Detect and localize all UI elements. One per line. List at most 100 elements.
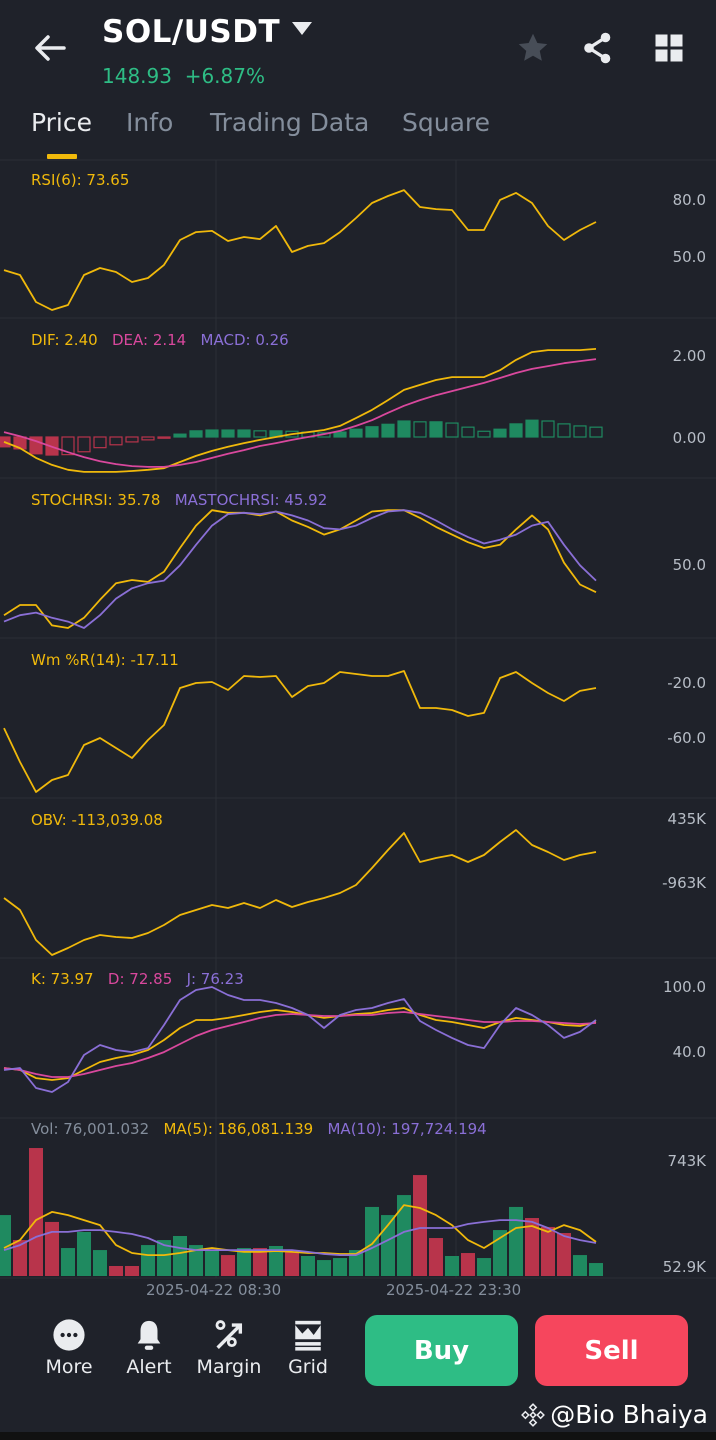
macd-histogram-bar: [589, 426, 603, 438]
volume-bar: [461, 1253, 475, 1276]
ma5-value: MA(5): 186,081.139: [163, 1120, 314, 1138]
d-line: [3, 1011, 597, 1078]
buy-button[interactable]: Buy: [365, 1315, 518, 1386]
volume-bar: [285, 1251, 299, 1276]
back-button[interactable]: [30, 28, 70, 68]
macd-histogram-bar: [141, 436, 155, 441]
volume-bar: [93, 1250, 107, 1276]
volume-bar: [573, 1255, 587, 1276]
alert-button[interactable]: Alert: [114, 1318, 184, 1378]
margin-button[interactable]: Margin: [194, 1318, 264, 1378]
ma-5-line: [3, 1204, 597, 1256]
volume-bar: [141, 1245, 155, 1276]
y-tick: 435K: [667, 810, 706, 828]
macd-histogram-bar: [189, 430, 203, 438]
system-nav-bar: [0, 1432, 716, 1440]
y-tick: 80.0: [672, 191, 706, 209]
pair-title[interactable]: SOL/USDT: [102, 14, 281, 50]
y-tick: 0.00: [672, 429, 706, 447]
macd-value: MACD: 0.26: [200, 331, 289, 349]
pair-dropdown-caret-icon[interactable]: [292, 22, 312, 35]
tab-info[interactable]: Info: [126, 108, 174, 137]
macd-histogram-bar: [509, 423, 523, 438]
volume-bar: [269, 1246, 283, 1276]
share-button[interactable]: [580, 30, 616, 66]
stochrsi-legend: STOCHRSI: 35.78 MASTOCHRSI: 45.92: [31, 491, 327, 509]
mastochrsi-line: [3, 509, 597, 629]
volume-bar: [589, 1263, 603, 1276]
volume-bar: [429, 1238, 443, 1276]
macd-histogram-bar: [221, 429, 235, 438]
volume-bar: [317, 1260, 331, 1276]
more-label: More: [45, 1356, 93, 1378]
dea-line: [3, 358, 597, 468]
dif-line: [3, 348, 597, 473]
percent-icon: [215, 1320, 243, 1349]
tab-square[interactable]: Square: [402, 108, 491, 137]
grid-icon: [655, 34, 683, 62]
dea-value: DEA: 2.14: [111, 331, 187, 349]
macd-histogram-bar: [445, 422, 459, 438]
vol-value: Vol: 76,001.032: [31, 1120, 150, 1138]
j-line: [3, 986, 597, 1093]
macd-histogram-bar: [477, 430, 491, 438]
favorite-button[interactable]: [515, 30, 551, 66]
volume-bar: [77, 1231, 91, 1276]
macd-histogram-bar: [29, 436, 43, 455]
volume-bar: [397, 1195, 411, 1276]
more-button[interactable]: More: [34, 1318, 104, 1378]
volume-bar: [157, 1240, 171, 1276]
y-tick: 743K: [667, 1152, 706, 1170]
y-tick: 2.00: [672, 347, 706, 365]
vol-legend: Vol: 76,001.032 MA(5): 186,081.139 MA(10…: [31, 1120, 487, 1138]
volume-bar: [109, 1266, 123, 1276]
macd-histogram-bar: [525, 419, 539, 438]
alert-label: Alert: [126, 1356, 172, 1378]
y-tick: 100.0: [663, 978, 706, 996]
grid-button[interactable]: Grid: [273, 1318, 343, 1378]
macd-histogram-bar: [173, 433, 187, 438]
indicator-charts[interactable]: [0, 0, 716, 1300]
ma10-value: MA(10): 197,724.194: [327, 1120, 487, 1138]
layout-button[interactable]: [651, 30, 687, 66]
macd-histogram-bar: [61, 436, 75, 456]
macd-histogram-bar: [93, 436, 107, 449]
rsi-value: RSI(6): 73.65: [31, 171, 130, 189]
grid-bot-icon: [295, 1320, 321, 1351]
volume-bar: [189, 1245, 203, 1276]
k-line: [3, 1007, 597, 1081]
kdj-legend: K: 73.97 D: 72.85 J: 76.23: [31, 970, 244, 988]
j-value: J: 76.23: [186, 970, 244, 988]
stochrsi-value: STOCHRSI: 35.78: [31, 491, 161, 509]
macd-histogram-bar: [237, 429, 251, 438]
macd-histogram-bar: [365, 426, 379, 438]
volume-bar: [173, 1236, 187, 1276]
dif-value: DIF: 2.40: [31, 331, 98, 349]
price-info: 148.93 +6.87%: [102, 64, 265, 88]
macd-histogram-bar: [461, 426, 475, 438]
tab-price[interactable]: Price: [31, 108, 92, 137]
y-tick: 50.0: [672, 556, 706, 574]
tab-trading-data[interactable]: Trading Data: [210, 108, 370, 137]
rsi-legend: RSI(6): 73.65: [31, 171, 129, 189]
volume-bar: [301, 1256, 315, 1276]
volume-bar: [365, 1206, 379, 1276]
obv-line: [3, 829, 597, 956]
volume-bar: [493, 1230, 507, 1276]
obv-legend: OBV: -113,039.08: [31, 811, 163, 829]
y-tick: -963K: [662, 874, 706, 892]
macd-histogram-bar: [157, 436, 171, 439]
volume-bar: [349, 1250, 363, 1276]
volume-bar: [557, 1233, 571, 1276]
macd-histogram-bar: [205, 429, 219, 438]
volume-bar: [125, 1266, 139, 1276]
time-label: 2025-04-22 08:30: [146, 1281, 282, 1298]
sell-button[interactable]: Sell: [535, 1315, 688, 1386]
macd-histogram-bar: [557, 423, 571, 438]
watermark-text: @Bio Bhaiya: [550, 1400, 708, 1429]
volume-bar: [253, 1248, 267, 1276]
y-tick: 40.0: [672, 1043, 706, 1061]
grid-label: Grid: [288, 1356, 328, 1378]
wr-value: Wm %R(14): -17.11: [31, 651, 179, 669]
rsi-6-line: [3, 189, 597, 311]
